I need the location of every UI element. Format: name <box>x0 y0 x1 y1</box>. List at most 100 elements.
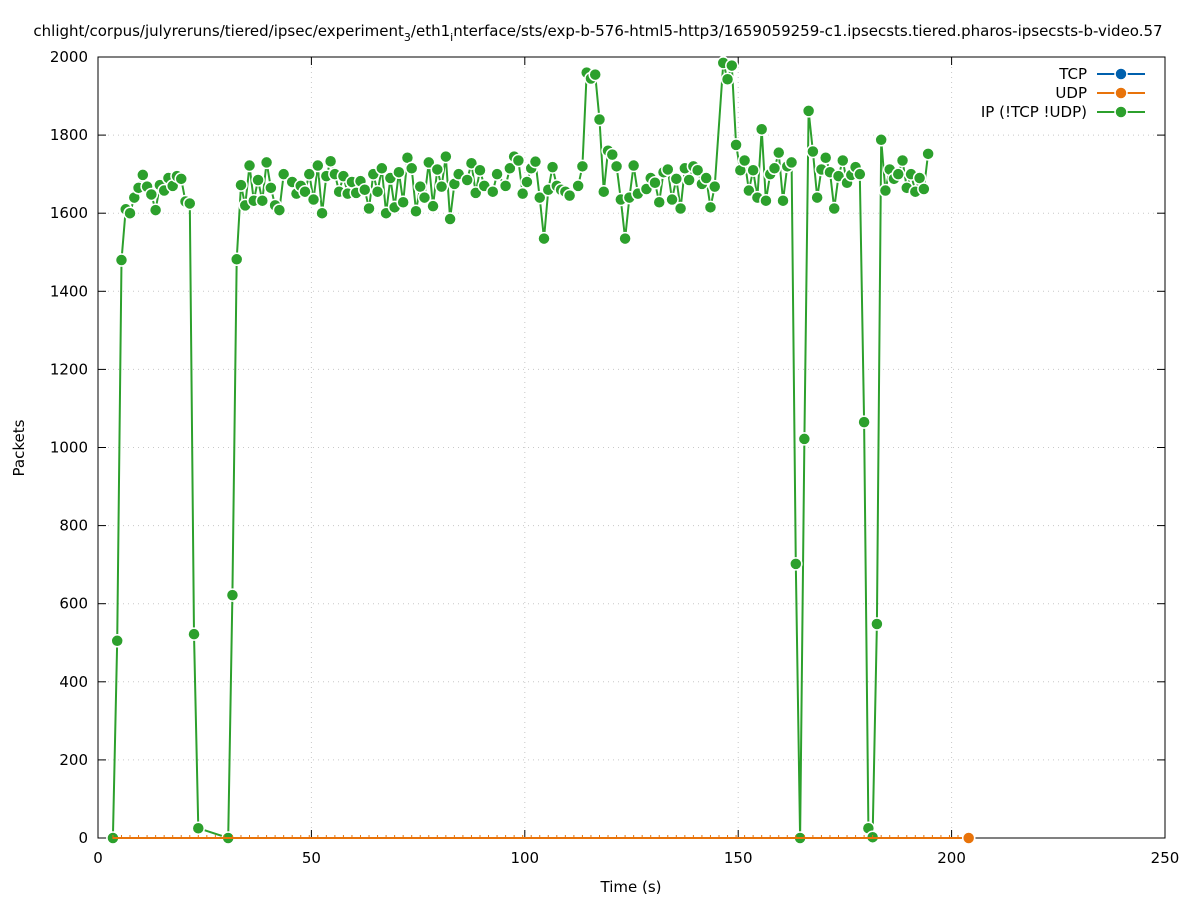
chart-title: chlight/corpus/julyreruns/tiered/ipsec/e… <box>33 22 1162 44</box>
data-point <box>490 167 504 181</box>
data-point <box>264 181 278 195</box>
data-point <box>669 172 684 186</box>
y-axis-ticks: 0 200 400 600 800 1000 1200 1400 1600 1800 2000 <box>50 48 1165 847</box>
data-point <box>229 252 244 267</box>
data-point <box>404 161 419 176</box>
data-point <box>597 184 611 199</box>
data-point <box>276 167 291 181</box>
data-point <box>468 186 483 200</box>
data-point <box>358 183 372 197</box>
data-point <box>682 173 696 187</box>
data-point <box>818 150 833 165</box>
x-tick-label: 250 <box>1151 849 1180 867</box>
data-point <box>174 172 188 186</box>
legend-label: TCP <box>1058 65 1087 83</box>
legend-item-udp: UDP <box>1055 84 1145 102</box>
data-point <box>575 159 590 174</box>
data-point <box>870 617 884 631</box>
data-point <box>191 821 206 835</box>
data-point <box>315 206 329 220</box>
data-point <box>699 171 713 185</box>
data-point <box>464 156 479 170</box>
legend-label: IP (!TCP !UDP) <box>981 103 1087 121</box>
y-tick-label: 1800 <box>50 126 88 144</box>
data-point <box>801 104 816 118</box>
data-point <box>511 153 526 168</box>
data-point <box>661 162 675 177</box>
data-point <box>806 144 820 159</box>
data-point <box>545 160 560 174</box>
chart-title-part-1: chlight/corpus/julyreruns/tiered/ipsec/e… <box>33 22 404 40</box>
data-point <box>114 253 129 267</box>
data-point <box>515 186 530 201</box>
data-point <box>895 153 910 168</box>
data-point <box>225 588 240 602</box>
data-point <box>259 155 274 170</box>
y-tick-label: 0 <box>78 829 88 847</box>
data-point <box>725 58 739 73</box>
data-point <box>878 183 893 198</box>
data-point <box>810 190 824 205</box>
data-point <box>187 627 201 641</box>
data-point <box>434 179 449 194</box>
data-point <box>409 204 423 218</box>
chart-title-subscript-1: 3 <box>404 31 411 44</box>
data-point <box>857 415 871 429</box>
data-point <box>588 67 602 82</box>
data-point <box>323 154 338 169</box>
y-tick-label: 200 <box>59 751 88 769</box>
x-axis-label: Time (s) <box>600 878 662 896</box>
data-point <box>592 112 607 127</box>
data-point <box>571 179 585 193</box>
data-point <box>439 149 453 164</box>
chart-title-subscript-2: i <box>450 31 453 44</box>
data-point <box>703 200 718 215</box>
data-point <box>528 154 543 169</box>
data-point <box>298 184 312 199</box>
data-point <box>746 163 760 177</box>
data-point <box>306 192 321 207</box>
data-point <box>707 179 722 194</box>
data-point <box>784 155 799 170</box>
y-tick-label: 1200 <box>50 360 88 378</box>
data-point <box>498 179 513 193</box>
legend-swatch-marker <box>1114 67 1128 81</box>
series-line <box>111 62 930 840</box>
data-point <box>961 831 976 845</box>
legend-item-tcp: TCP <box>1058 65 1145 83</box>
data-point <box>737 153 752 168</box>
data-point <box>503 161 517 176</box>
chart-title-part-2: /eth1 <box>411 22 450 40</box>
y-tick-label: 600 <box>59 595 88 613</box>
data-point <box>921 147 935 161</box>
data-point <box>302 167 317 181</box>
data-point <box>392 165 406 179</box>
series-group <box>106 56 976 845</box>
data-point <box>742 183 756 198</box>
data-point <box>362 201 376 216</box>
data-point <box>759 193 773 208</box>
data-point <box>136 168 150 182</box>
y-tick-label: 400 <box>59 673 88 691</box>
data-point <box>375 161 389 176</box>
data-point <box>272 203 287 217</box>
data-point <box>626 158 641 173</box>
x-tick-label: 200 <box>937 849 966 867</box>
data-point <box>609 159 624 174</box>
data-point <box>720 72 735 87</box>
y-tick-label: 2000 <box>50 48 88 66</box>
y-tick-label: 1400 <box>50 282 88 300</box>
x-tick-label: 100 <box>510 849 539 867</box>
data-point <box>618 231 632 246</box>
y-tick-label: 1600 <box>50 204 88 222</box>
data-point <box>234 178 248 192</box>
data-point <box>255 193 270 208</box>
data-point <box>473 163 487 177</box>
data-point <box>443 212 457 226</box>
data-point <box>537 231 551 246</box>
data-point <box>430 162 445 177</box>
data-point <box>396 195 410 210</box>
data-point <box>690 163 705 177</box>
data-point <box>426 199 440 213</box>
